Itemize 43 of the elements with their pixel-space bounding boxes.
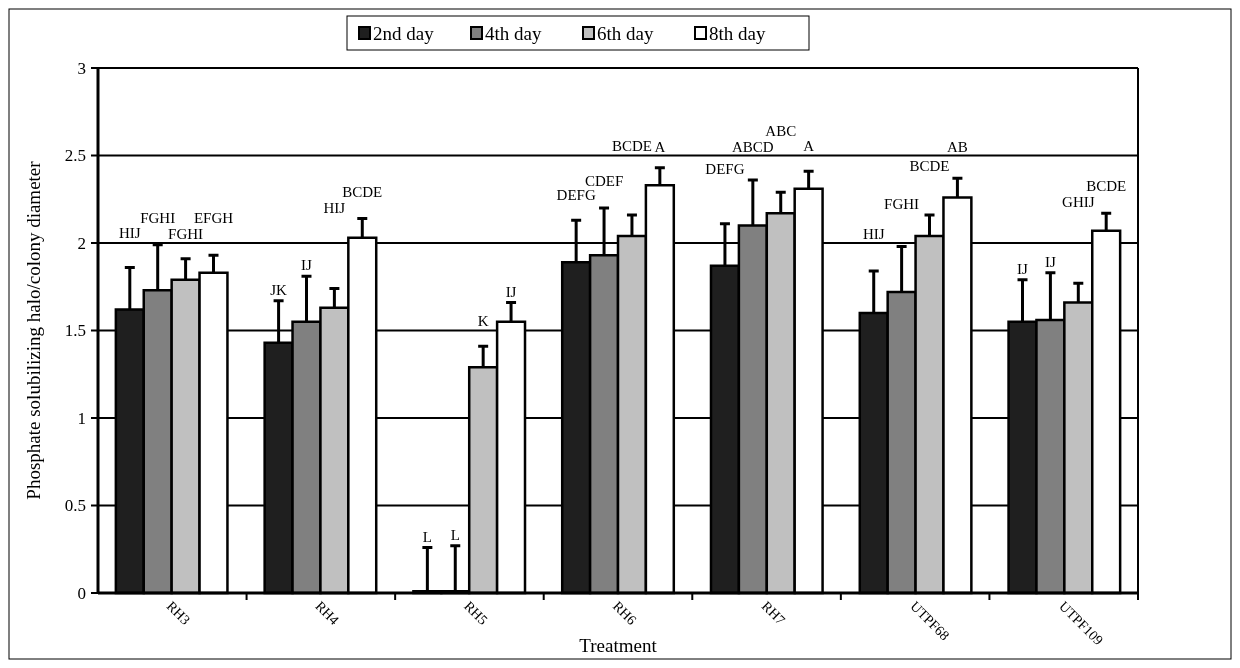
annotation: K [477, 313, 489, 330]
y-tick-label: 3 [77, 58, 86, 78]
y-tick-label: 2 [77, 233, 86, 253]
annotation: DEFG [705, 160, 745, 177]
annotation: BCDE [342, 183, 383, 200]
annotation: BCDE [1086, 178, 1127, 195]
y-tick-label: 1 [77, 408, 86, 428]
annotation: IJ [1017, 260, 1029, 277]
y-tick-label: 2.5 [64, 146, 86, 166]
legend-label: 4th day [485, 22, 542, 44]
annotation: ABCD [731, 139, 774, 155]
y-tick-label: 0.5 [64, 496, 86, 516]
annotation: IJ [301, 257, 313, 274]
annotation: AB [946, 139, 968, 156]
annotation: DEFG [556, 187, 596, 204]
annotation: HIJ [118, 224, 141, 241]
annotation: EFGH [193, 210, 234, 227]
annotation: FGHI [884, 195, 920, 212]
annotation: ABC [765, 123, 797, 140]
annotation: IJ [1044, 253, 1056, 270]
legend-label: 2nd day [373, 22, 435, 44]
annotation: HIJ [862, 226, 885, 242]
annotation: BCDE [909, 158, 950, 174]
y-axis-title: Phosphate solubilizing halo/colony diameter [23, 160, 44, 500]
x-tick-label: RH7 [758, 598, 788, 628]
annotation: L [422, 528, 432, 545]
annotation: BCDE [611, 138, 652, 154]
x-tick-label: RH3 [163, 598, 193, 628]
annotation: IJ [505, 283, 517, 300]
y-tick-label: 1.5 [64, 321, 86, 341]
annotation: FGHI [140, 209, 176, 226]
annotation: A [803, 138, 815, 155]
annotation: HIJ [323, 199, 346, 216]
legend-label: 6th day [597, 22, 654, 44]
annotation: GHIJ [1062, 194, 1095, 211]
annotation: A [654, 138, 666, 155]
x-axis-title: Treatment [579, 635, 658, 656]
annotation: JK [270, 281, 288, 298]
annotation: FGHI [168, 225, 204, 242]
annotation: L [450, 526, 460, 543]
legend-label: 8th day [709, 22, 766, 44]
y-tick-label: 0 [77, 583, 86, 603]
annotation: CDEF [584, 173, 624, 189]
